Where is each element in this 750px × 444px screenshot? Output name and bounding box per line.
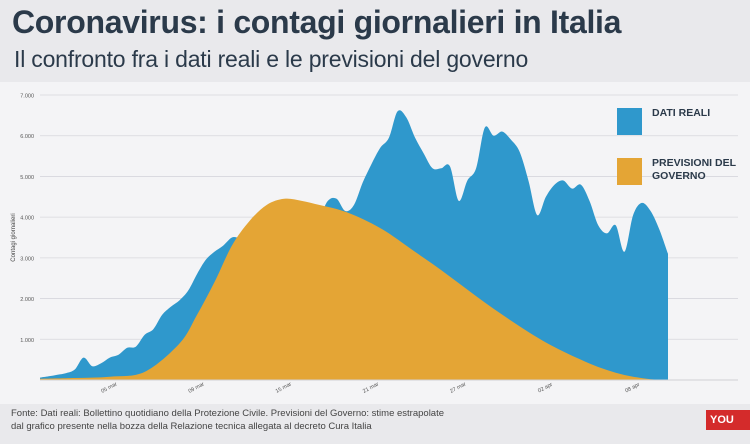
x-tick-label: 21 mar <box>362 381 380 394</box>
source-line-2: dal grafico presente nella bozza della R… <box>11 421 372 432</box>
source-note: Fonte: Dati reali: Bollettino quotidiano… <box>11 407 631 433</box>
y-axis-label: Contagi giornalieri <box>11 213 17 261</box>
legend-swatch-previsioni <box>617 158 642 185</box>
y-tick-label: 6.000 <box>20 134 34 140</box>
area-chart: 1.000 2.000 3.000 4.000 5.000 6.000 7.000 05 ma… <box>11 94 738 395</box>
legend-label-reali: DATI REALI <box>652 107 711 119</box>
x-tick-label: 27 mar <box>449 381 467 394</box>
y-tick-label: 4.000 <box>20 216 34 222</box>
youtrend-badge: YOU TR <box>706 410 750 430</box>
y-tick-label: 5.000 <box>20 175 34 181</box>
x-tick-label: 15 mar <box>275 381 293 394</box>
x-tick-label: 05 mar <box>100 381 118 394</box>
x-tick-label: 02 apr <box>537 382 554 395</box>
y-tick-label: 1.000 <box>20 338 34 344</box>
legend-swatch-reali <box>617 108 642 135</box>
legend-label-previsioni: PREVISIONI DEL GOVERNO <box>652 157 736 182</box>
x-tick-label: 08 apr <box>624 382 641 395</box>
source-line-1: Fonte: Dati reali: Bollettino quotidiano… <box>11 408 445 419</box>
chart-title: Coronavirus: i contagi giornalieri in It… <box>12 4 622 40</box>
y-tick-label: 7.000 <box>20 94 34 100</box>
area-previsioni <box>40 198 668 380</box>
y-tick-label: 2.000 <box>20 297 34 303</box>
chart-subtitle: Il confronto fra i dati reali e le previ… <box>14 46 529 72</box>
x-tick-label: 09 mar <box>188 381 206 394</box>
y-tick-label: 3.000 <box>20 256 34 262</box>
